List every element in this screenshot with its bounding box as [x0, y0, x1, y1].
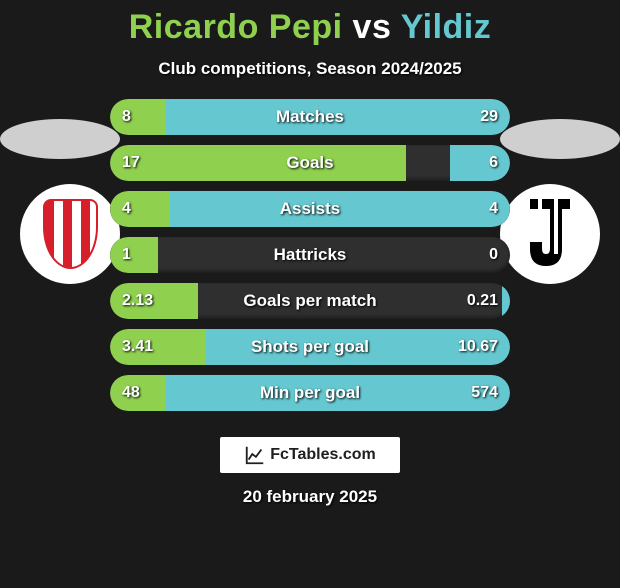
stat-fill-left: [110, 99, 166, 135]
date-label: 20 february 2025: [0, 487, 620, 507]
stat-value-left: 1: [122, 246, 131, 264]
player1-name: Ricardo Pepi: [129, 8, 343, 46]
stat-value-right: 0.21: [467, 292, 498, 310]
stat-value-left: 2.13: [122, 292, 153, 310]
stat-fill-left: [110, 145, 406, 181]
stat-value-left: 48: [122, 384, 140, 402]
watermark: FcTables.com: [220, 437, 400, 473]
stat-row: 17 6 Goals: [110, 145, 510, 181]
left-ellipse-decor: [0, 119, 120, 159]
watermark-text: FcTables.com: [270, 446, 376, 464]
stat-value-right: 6: [489, 154, 498, 172]
stat-label: Shots per goal: [251, 337, 369, 357]
vs-label: vs: [353, 8, 392, 46]
chart-icon: [244, 444, 266, 466]
stat-row: 48 574 Min per goal: [110, 375, 510, 411]
stat-row: 4 4 Assists: [110, 191, 510, 227]
stat-fill-left: [110, 237, 158, 273]
content-area: 8 29 Matches 17 6 Goals 4 4 Assists 1 0 Hattricks 2.…: [0, 99, 620, 429]
psv-crest: [20, 184, 120, 284]
stat-value-right: 29: [480, 108, 498, 126]
juventus-crest: [500, 184, 600, 284]
right-ellipse-decor: [500, 119, 620, 159]
stat-value-left: 3.41: [122, 338, 153, 356]
stat-row: 3.41 10.67 Shots per goal: [110, 329, 510, 365]
stat-fill-right: [450, 145, 510, 181]
stat-value-left: 4: [122, 200, 131, 218]
stat-fill-left: [110, 191, 170, 227]
psv-stripes-icon: [43, 199, 98, 269]
juventus-crest-circle: [500, 184, 600, 284]
psv-crest-circle: [20, 184, 120, 284]
player2-name: Yildiz: [401, 8, 492, 46]
stat-row: 2.13 0.21 Goals per match: [110, 283, 510, 319]
stat-label: Hattricks: [274, 245, 347, 265]
stat-value-left: 8: [122, 108, 131, 126]
stat-value-right: 10.67: [458, 338, 498, 356]
comparison-title: Ricardo Pepi vs Yildiz: [0, 8, 620, 47]
stat-row: 8 29 Matches: [110, 99, 510, 135]
stat-label: Goals: [286, 153, 333, 173]
stat-value-right: 0: [489, 246, 498, 264]
stat-label: Assists: [280, 199, 340, 219]
stat-fill-right: [502, 283, 510, 319]
subtitle: Club competitions, Season 2024/2025: [0, 59, 620, 79]
stat-label: Min per goal: [260, 383, 360, 403]
stat-value-left: 17: [122, 154, 140, 172]
juventus-j-icon: [520, 194, 580, 274]
stats-container: 8 29 Matches 17 6 Goals 4 4 Assists 1 0 Hattricks 2.…: [110, 99, 510, 421]
stat-label: Matches: [276, 107, 344, 127]
stat-value-right: 574: [471, 384, 498, 402]
stat-value-right: 4: [489, 200, 498, 218]
stat-row: 1 0 Hattricks: [110, 237, 510, 273]
stat-label: Goals per match: [243, 291, 376, 311]
